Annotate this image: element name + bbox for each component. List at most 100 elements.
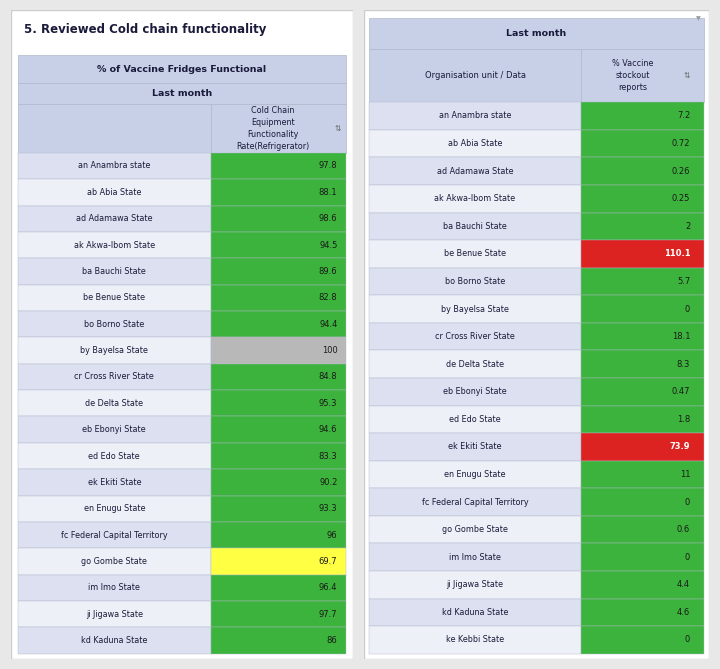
Text: fc Federal Capital Territory: fc Federal Capital Territory <box>61 531 168 540</box>
Bar <box>211 496 346 522</box>
Bar <box>369 543 581 571</box>
Bar <box>581 49 704 102</box>
Bar <box>211 205 346 232</box>
Text: go Gombe State: go Gombe State <box>81 557 147 566</box>
Text: kd Kaduna State: kd Kaduna State <box>81 636 148 645</box>
Text: 82.8: 82.8 <box>319 293 338 302</box>
Bar <box>369 378 581 405</box>
Text: an Anambra state: an Anambra state <box>439 112 511 120</box>
Text: ba Bauchi State: ba Bauchi State <box>82 267 146 276</box>
Text: im Imo State: im Imo State <box>449 553 501 562</box>
Bar <box>369 213 581 240</box>
Text: 4.4: 4.4 <box>677 580 690 589</box>
Text: ad Adamawa State: ad Adamawa State <box>437 167 513 176</box>
Bar <box>17 337 211 364</box>
Bar <box>17 575 211 601</box>
Bar <box>369 240 581 268</box>
Text: 5. Reviewed Cold chain functionality: 5. Reviewed Cold chain functionality <box>24 23 267 36</box>
Text: 84.8: 84.8 <box>319 373 338 381</box>
Text: bo Borno State: bo Borno State <box>84 320 145 328</box>
Text: ed Edo State: ed Edo State <box>89 452 140 460</box>
Bar <box>581 157 704 185</box>
Text: cr Cross River State: cr Cross River State <box>74 373 154 381</box>
Text: 0.26: 0.26 <box>672 167 690 176</box>
Text: 97.8: 97.8 <box>319 161 338 171</box>
Text: 2: 2 <box>685 222 690 231</box>
Bar <box>581 268 704 295</box>
Text: kd Kaduna State: kd Kaduna State <box>442 608 508 617</box>
Bar <box>17 232 211 258</box>
Text: ek Ekiti State: ek Ekiti State <box>449 442 502 452</box>
Bar <box>211 179 346 205</box>
Text: de Delta State: de Delta State <box>85 399 143 408</box>
Bar <box>211 232 346 258</box>
Bar <box>17 443 211 469</box>
Bar <box>211 364 346 390</box>
Text: en Enugu State: en Enugu State <box>444 470 506 479</box>
Bar <box>17 496 211 522</box>
Text: cr Cross River State: cr Cross River State <box>435 332 515 341</box>
Text: 96: 96 <box>327 531 338 540</box>
Bar <box>211 417 346 443</box>
Bar <box>581 433 704 461</box>
Bar <box>211 443 346 469</box>
Text: im Imo State: im Imo State <box>89 583 140 592</box>
Text: % Vaccine
stockout
reports: % Vaccine stockout reports <box>612 60 654 92</box>
Bar <box>369 49 581 102</box>
Text: 1.8: 1.8 <box>677 415 690 424</box>
Bar <box>369 295 581 323</box>
Text: 18.1: 18.1 <box>672 332 690 341</box>
Bar <box>17 417 211 443</box>
Text: by Bayelsa State: by Bayelsa State <box>81 346 148 355</box>
Bar <box>17 522 211 549</box>
Bar <box>369 488 581 516</box>
Text: ab Abia State: ab Abia State <box>448 139 503 148</box>
Text: ak Akwa-Ibom State: ak Akwa-Ibom State <box>434 194 516 203</box>
Text: ke Kebbi State: ke Kebbi State <box>446 636 504 644</box>
Text: Last month: Last month <box>152 89 212 98</box>
Text: 94.6: 94.6 <box>319 425 338 434</box>
Text: by Bayelsa State: by Bayelsa State <box>441 304 509 314</box>
Bar <box>581 405 704 433</box>
Text: ak Akwa-Ibom State: ak Akwa-Ibom State <box>73 241 155 250</box>
Text: 95.3: 95.3 <box>319 399 338 408</box>
Bar <box>581 626 704 654</box>
Bar <box>581 516 704 543</box>
Text: 0.47: 0.47 <box>672 387 690 396</box>
Bar <box>581 543 704 571</box>
Text: ab Abia State: ab Abia State <box>87 188 141 197</box>
Bar <box>581 378 704 405</box>
Bar <box>17 601 211 628</box>
Text: ji Jigawa State: ji Jigawa State <box>86 609 143 619</box>
Text: ed Edo State: ed Edo State <box>449 415 501 424</box>
Text: 94.4: 94.4 <box>319 320 338 328</box>
Text: 86: 86 <box>327 636 338 645</box>
Bar <box>581 488 704 516</box>
Text: 110.1: 110.1 <box>664 250 690 258</box>
Bar <box>17 83 346 104</box>
Bar <box>211 153 346 179</box>
Bar <box>369 599 581 626</box>
Bar <box>369 571 581 599</box>
Text: be Benue State: be Benue State <box>84 293 145 302</box>
Bar <box>17 628 211 654</box>
Bar <box>17 284 211 311</box>
Bar <box>369 405 581 433</box>
Text: Organisation unit / Data: Organisation unit / Data <box>425 71 526 80</box>
Bar <box>369 185 581 213</box>
Bar <box>581 599 704 626</box>
Text: 0.6: 0.6 <box>677 525 690 534</box>
Bar <box>581 102 704 130</box>
Text: ba Bauchi State: ba Bauchi State <box>444 222 507 231</box>
Text: 89.6: 89.6 <box>319 267 338 276</box>
Text: be Benue State: be Benue State <box>444 250 506 258</box>
Text: 0.25: 0.25 <box>672 194 690 203</box>
Bar <box>17 364 211 390</box>
Bar <box>369 516 581 543</box>
Bar <box>581 240 704 268</box>
Text: 4.6: 4.6 <box>677 608 690 617</box>
Bar <box>211 469 346 496</box>
Bar <box>211 549 346 575</box>
Bar <box>17 311 211 337</box>
Bar <box>369 323 581 351</box>
